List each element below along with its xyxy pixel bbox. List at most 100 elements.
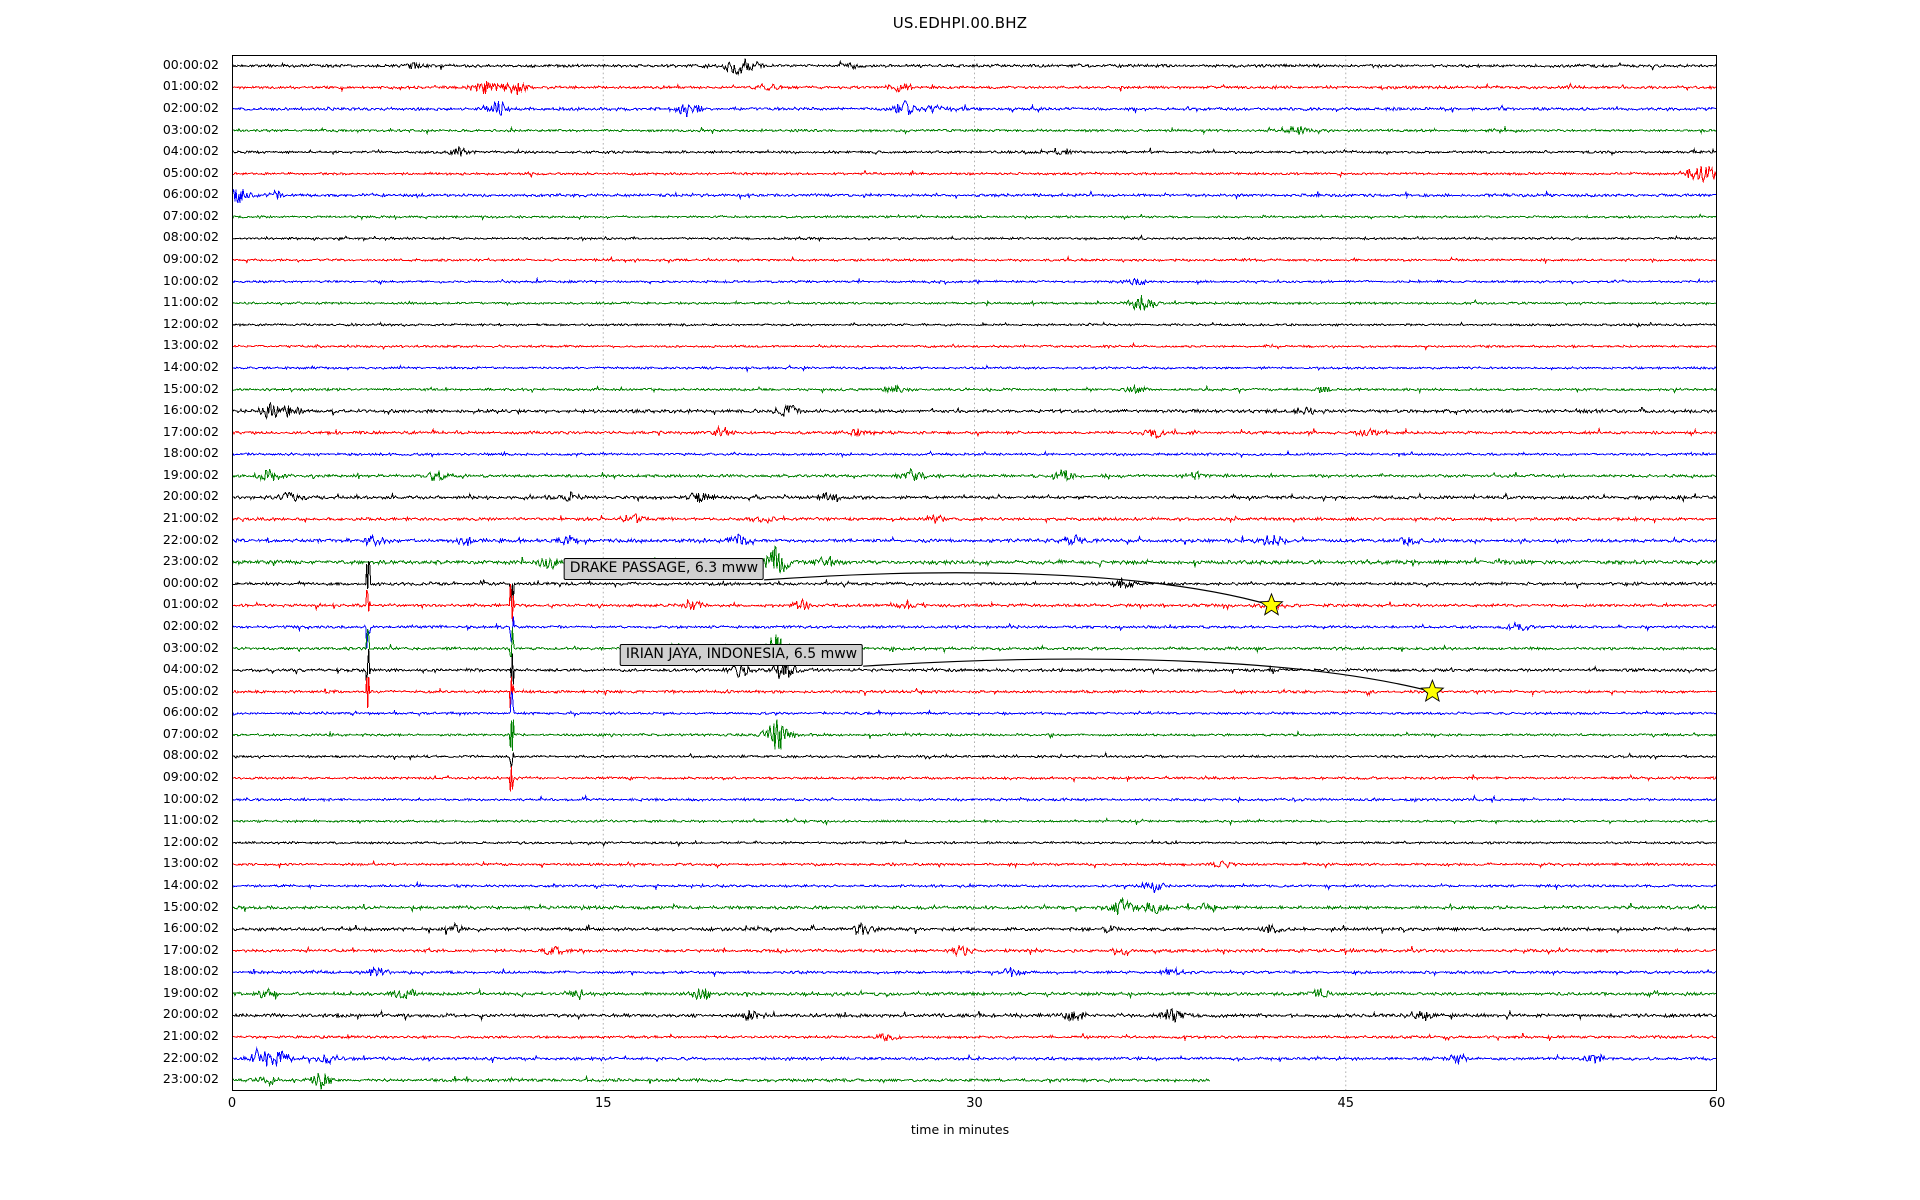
trace-line (232, 880, 1717, 893)
trace-line (232, 490, 1717, 504)
trace-line (232, 676, 1717, 710)
trace-lines (232, 58, 1717, 1090)
y-axis-tick-label: 10:00:02 (162, 790, 219, 806)
y-axis-tick-label: 22:00:02 (162, 1049, 219, 1065)
event-annotation-label: IRIAN JAYA, INDONESIA, 6.5 mww (619, 644, 864, 667)
y-axis-tick-label: 15:00:02 (162, 898, 219, 914)
trace-line (232, 424, 1717, 440)
trace-line (232, 583, 1717, 622)
y-axis-tick-label: 18:00:02 (162, 963, 219, 979)
x-axis-tick-label: 45 (1337, 1096, 1355, 1111)
y-axis-tick-label: 19:00:02 (162, 984, 219, 1000)
trace-line (232, 467, 1717, 482)
trace-line (232, 449, 1717, 459)
trace-line (232, 321, 1717, 329)
y-axis-tick-label: 06:00:02 (162, 704, 219, 720)
y-axis-tick-label: 07:00:02 (162, 725, 219, 741)
x-axis-tick-label: 30 (966, 1096, 983, 1111)
trace-line (232, 627, 1717, 663)
trace-line (232, 817, 1717, 827)
trace-line (232, 255, 1717, 265)
trace-line (232, 561, 1717, 603)
y-axis-tick-label: 00:00:02 (162, 574, 219, 590)
x-axis-tick-label: 0 (227, 1096, 237, 1111)
y-axis-tick-label: 04:00:02 (162, 661, 219, 677)
y-axis-tick-label: 23:00:02 (162, 1071, 219, 1087)
trace-line (232, 1032, 1717, 1042)
trace-line (232, 213, 1717, 221)
y-axis-tick-label: 10:00:02 (162, 272, 219, 288)
trace-line (232, 145, 1717, 157)
x-axis-tick-label: 60 (1708, 1096, 1726, 1111)
y-axis-tick-label: 12:00:02 (162, 833, 219, 849)
trace-line (232, 860, 1717, 870)
trace-line (232, 513, 1717, 525)
y-axis-tick-label: 01:00:02 (162, 596, 219, 612)
y-axis-tick-label: 05:00:02 (162, 164, 219, 180)
y-axis-tick-label: 12:00:02 (162, 315, 219, 331)
y-axis-tick-label: 02:00:02 (162, 99, 219, 115)
trace-line (232, 751, 1717, 769)
x-axis-tick-label: 15 (594, 1096, 612, 1111)
trace-line (232, 165, 1717, 184)
trace-line (232, 295, 1717, 311)
y-axis-tick-label: 07:00:02 (162, 207, 219, 223)
trace-line (232, 616, 1717, 649)
trace-line (232, 383, 1717, 395)
trace-line (232, 80, 1717, 95)
trace-line (232, 794, 1717, 804)
grid-lines (602, 55, 1347, 1091)
y-axis-tick-label: 00:00:02 (162, 56, 219, 72)
trace-line (232, 100, 1717, 118)
trace-line (232, 766, 1717, 792)
trace-line (232, 532, 1717, 548)
trace-line (232, 690, 1717, 718)
plot-border (232, 55, 1717, 1091)
annotation-leader-line (764, 572, 1272, 606)
trace-line (232, 234, 1717, 243)
trace-line (232, 1007, 1717, 1023)
trace-line (232, 719, 1717, 751)
y-axis-tick-label: 02:00:02 (162, 617, 219, 633)
y-axis-tick-label: 19:00:02 (162, 466, 219, 482)
trace-line (232, 364, 1717, 374)
event-star-marker[interactable] (1259, 592, 1284, 616)
trace-line (232, 125, 1717, 136)
y-axis-tick-label: 03:00:02 (162, 121, 219, 137)
trace-line (232, 545, 1717, 574)
axis-ticks (232, 66, 1717, 1091)
trace-line (232, 1046, 1717, 1067)
y-axis-tick-label: 08:00:02 (162, 229, 219, 245)
event-markers (764, 572, 1445, 703)
page-title: US.EDHPI.00.BHZ (892, 14, 1028, 32)
trace-line (232, 187, 1717, 204)
event-star-marker[interactable] (1420, 678, 1445, 703)
y-axis-tick-label: 14:00:02 (162, 358, 219, 374)
y-axis-tick-label: 15:00:02 (162, 380, 219, 396)
trace-line (232, 945, 1717, 957)
y-axis-tick-label: 20:00:02 (162, 1006, 219, 1022)
y-axis-tick-label: 09:00:02 (162, 769, 219, 785)
y-axis-tick-label: 13:00:02 (162, 855, 219, 871)
y-axis-tick-label: 20:00:02 (162, 488, 219, 504)
trace-line (232, 966, 1717, 978)
plot-area (232, 55, 1717, 1091)
y-axis-tick-label: 04:00:02 (162, 143, 219, 159)
seismogram-canvas (232, 55, 1717, 1091)
y-axis-tick-label: 11:00:02 (162, 812, 219, 828)
trace-line (232, 987, 1717, 1001)
trace-line (232, 58, 1717, 76)
x-axis-label: time in minutes (910, 1122, 1010, 1137)
y-axis-tick-label: 06:00:02 (162, 186, 219, 202)
y-axis-tick-label: 17:00:02 (162, 423, 219, 439)
y-axis-tick-label: 17:00:02 (162, 941, 219, 957)
trace-line (232, 649, 1717, 689)
y-axis-tick-label: 16:00:02 (162, 402, 219, 418)
y-axis-tick-label: 08:00:02 (162, 747, 219, 763)
event-annotation-label: DRAKE PASSAGE, 6.3 mww (563, 557, 765, 580)
trace-line (232, 897, 1717, 916)
y-axis-tick-label: 23:00:02 (162, 553, 219, 569)
y-axis-tick-label: 21:00:02 (162, 510, 219, 526)
y-axis-tick-label: 03:00:02 (162, 639, 219, 655)
